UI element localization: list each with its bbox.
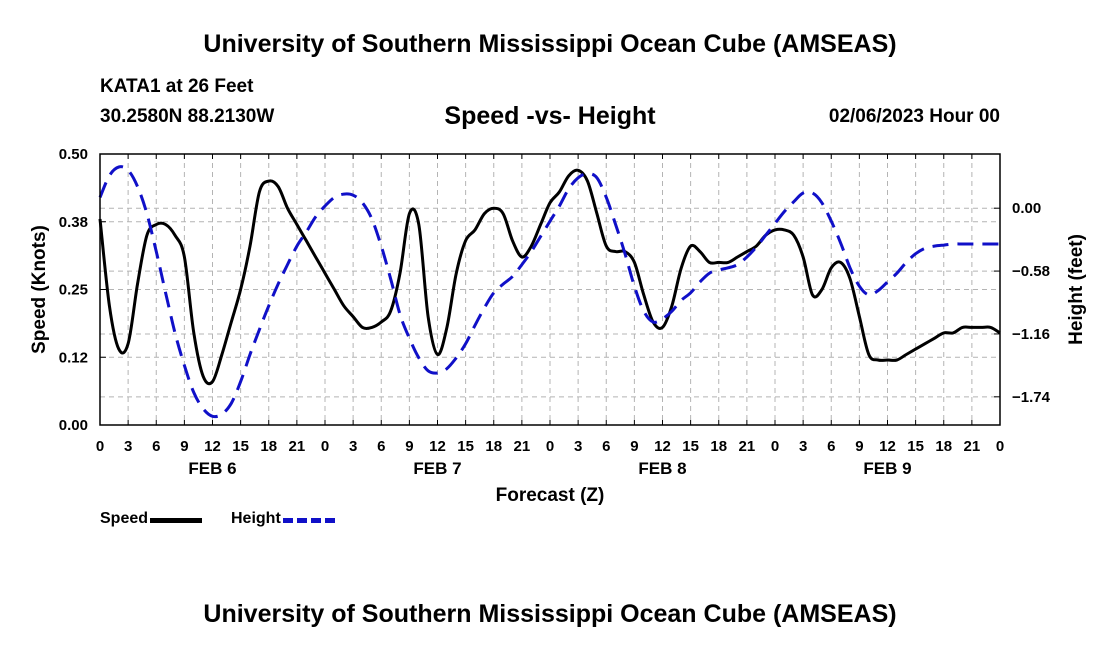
x-tick-label: 21 bbox=[514, 438, 531, 455]
x-tick-label: 15 bbox=[682, 438, 699, 455]
x-tick-label: 18 bbox=[485, 438, 502, 455]
day-label: FEB 9 bbox=[863, 459, 911, 478]
y2-tick-label: −1.74 bbox=[1012, 389, 1051, 406]
footer-title: University of Southern Mississippi Ocean… bbox=[203, 600, 897, 628]
legend-speed: Speed bbox=[100, 510, 203, 528]
forecast-datetime: 02/06/2023 Hour 00 bbox=[828, 106, 1000, 127]
chart-title: University of Southern Mississippi Ocean… bbox=[203, 30, 897, 58]
x-tick-label: 9 bbox=[405, 438, 413, 455]
x-tick-label: 12 bbox=[879, 438, 896, 455]
x-tick-label: 21 bbox=[739, 438, 756, 455]
y-axis-title: Speed (Knots) bbox=[29, 225, 50, 354]
coordinates-label: 30.2580N 88.2130W bbox=[100, 106, 275, 127]
x-tick-label: 0 bbox=[771, 438, 779, 455]
x-tick-label: 3 bbox=[799, 438, 807, 455]
x-tick-label: 9 bbox=[855, 438, 863, 455]
legend-speed-swatch bbox=[150, 517, 203, 523]
x-axis-title: Forecast (Z) bbox=[496, 485, 605, 506]
y-tick-label: 0.12 bbox=[59, 349, 88, 366]
series-speed-line bbox=[98, 168, 1001, 386]
x-tick-label: 3 bbox=[574, 438, 582, 455]
series-lines bbox=[98, 165, 1001, 419]
x-tick-label: 6 bbox=[152, 438, 160, 455]
x-tick-label: 15 bbox=[457, 438, 474, 455]
axis-labels: 0 3 6 9 12 15 18 21 0 3 6 9 12 15 18 21 0 3 6 9 12 15 18 21 0 3 6 9… bbox=[29, 146, 1087, 506]
legend-height-swatch bbox=[282, 517, 335, 523]
day-label: FEB 7 bbox=[413, 459, 461, 478]
x-tick-label: 21 bbox=[964, 438, 981, 455]
x-tick-label: 9 bbox=[180, 438, 188, 455]
y-tick-label: 0.38 bbox=[59, 214, 88, 231]
day-label: FEB 6 bbox=[188, 459, 236, 478]
y2-tick-label: −0.58 bbox=[1012, 263, 1050, 280]
x-tick-label: 12 bbox=[429, 438, 446, 455]
x-tick-label: 0 bbox=[96, 438, 104, 455]
legend-height: Height bbox=[231, 510, 335, 528]
x-tick-label: 15 bbox=[907, 438, 924, 455]
y2-tick-label: 0.00 bbox=[1012, 200, 1041, 217]
x-tick-label: 18 bbox=[935, 438, 952, 455]
x-tick-label: 18 bbox=[260, 438, 277, 455]
axis-ticks bbox=[99, 153, 1001, 426]
x-tick-label: 6 bbox=[827, 438, 835, 455]
x-tick-label: 3 bbox=[124, 438, 132, 455]
x-tick-label: 6 bbox=[377, 438, 385, 455]
x-tick-label: 21 bbox=[289, 438, 306, 455]
station-label: KATA1 at 26 Feet bbox=[100, 76, 254, 97]
y-tick-label: 0.50 bbox=[59, 146, 88, 163]
x-tick-label: 12 bbox=[204, 438, 221, 455]
y2-axis-title: Height (feet) bbox=[1066, 234, 1087, 345]
day-label: FEB 8 bbox=[638, 459, 686, 478]
y-tick-label: 0.25 bbox=[59, 282, 88, 299]
x-tick-label: 15 bbox=[232, 438, 249, 455]
x-tick-label: 6 bbox=[602, 438, 610, 455]
legend-height-label: Height bbox=[231, 510, 281, 527]
legend-speed-label: Speed bbox=[100, 510, 149, 527]
x-tick-label: 12 bbox=[654, 438, 671, 455]
x-tick-label: 3 bbox=[349, 438, 357, 455]
y-tick-label: 0.00 bbox=[59, 417, 88, 434]
chart-subtitle: Speed -vs- Height bbox=[444, 102, 656, 130]
grid-lines bbox=[100, 154, 1000, 425]
series-height-line bbox=[98, 165, 1000, 419]
y2-tick-label: −1.16 bbox=[1012, 326, 1050, 343]
x-tick-label: 9 bbox=[630, 438, 638, 455]
x-tick-label: 0 bbox=[321, 438, 329, 455]
x-tick-label: 0 bbox=[546, 438, 554, 455]
x-tick-label: 0 bbox=[996, 438, 1004, 455]
x-tick-label: 18 bbox=[710, 438, 727, 455]
